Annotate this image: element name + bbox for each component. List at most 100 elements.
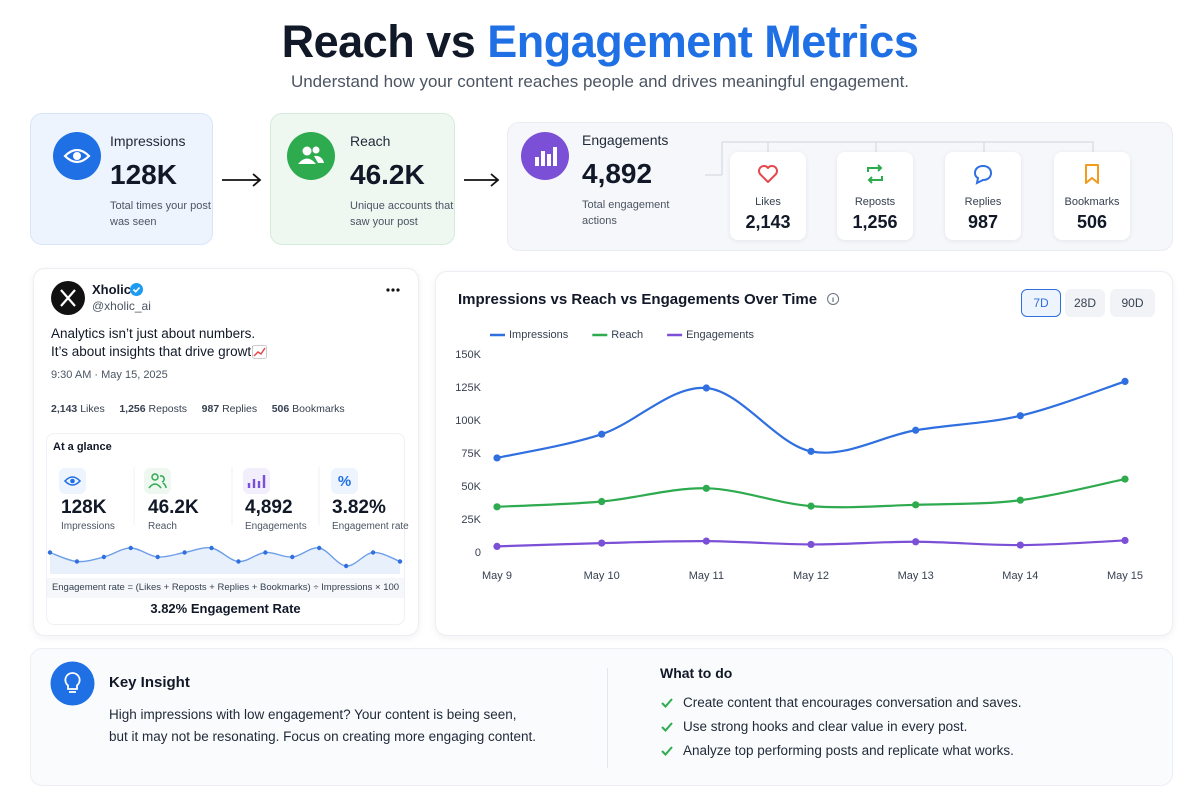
stat-label: Reposts bbox=[148, 403, 188, 415]
breakdown-label: Likes bbox=[755, 196, 781, 208]
y-tick-label: 50K bbox=[461, 481, 481, 493]
sparkline-point bbox=[397, 559, 403, 564]
replies-card: Replies 987 bbox=[945, 152, 1021, 240]
glance-value: 4,892 bbox=[245, 497, 293, 518]
glance-label: Impressions bbox=[61, 521, 115, 532]
x-tick-label: May 12 bbox=[793, 570, 829, 582]
data-point bbox=[598, 497, 606, 506]
post-stats: 2,143 Likes 1,256 Reposts 987 Replies 50… bbox=[51, 403, 345, 415]
glance-title: At a glance bbox=[53, 441, 112, 453]
sparkline-point bbox=[128, 545, 133, 551]
glance-icons: % bbox=[59, 467, 358, 525]
glance-label: Engagements bbox=[245, 521, 307, 532]
reply-icon bbox=[973, 164, 993, 185]
chart-title: Impressions vs Reach vs Engagements Over… bbox=[458, 291, 817, 308]
data-point bbox=[807, 502, 815, 510]
svg-text:%: % bbox=[338, 473, 351, 490]
metric-value: 4,892 bbox=[582, 158, 653, 189]
stat-value: 987 bbox=[201, 403, 220, 415]
action-item: Use strong hooks and clear value in ever… bbox=[683, 719, 968, 734]
metric-label: Engagements bbox=[582, 132, 669, 148]
verified-badge bbox=[130, 283, 143, 296]
breakdown-value: 506 bbox=[1076, 212, 1108, 232]
title-part: Reach vs bbox=[281, 16, 476, 67]
post-text: Analytics isn’t just about numbers. bbox=[51, 326, 256, 341]
sparkline bbox=[47, 545, 403, 574]
sparkline-point bbox=[343, 563, 349, 569]
breakdown-label: Bookmarks bbox=[1064, 196, 1120, 208]
series-line bbox=[496, 380, 1126, 460]
stat-label: Bookmarks bbox=[292, 403, 345, 415]
breakdown-value: 2,143 bbox=[745, 212, 791, 232]
glance-value: 3.82% bbox=[332, 497, 386, 518]
sparkline-area bbox=[50, 547, 400, 574]
glance-label: Reach bbox=[148, 521, 177, 532]
data-point bbox=[1016, 412, 1024, 420]
eye-icon bbox=[53, 132, 101, 180]
stat-label: Likes bbox=[80, 403, 105, 415]
sparkline-point bbox=[236, 559, 241, 564]
sparkline-point bbox=[155, 554, 160, 560]
sparkline-point bbox=[370, 550, 376, 555]
x-logo bbox=[51, 281, 85, 315]
y-tick-label: 150K bbox=[455, 349, 481, 361]
metric-label: Impressions bbox=[110, 133, 186, 149]
title-highlight: Engagement Metrics bbox=[487, 16, 919, 67]
data-point bbox=[1016, 496, 1024, 504]
reach-card: Reach 46.2K Unique accounts that saw you… bbox=[270, 113, 455, 245]
data-point bbox=[807, 540, 815, 549]
y-tick-label: 75K bbox=[461, 448, 481, 460]
chart-card bbox=[435, 271, 1173, 636]
metric-value: 128K bbox=[110, 159, 177, 190]
glance-value: 128K bbox=[61, 497, 107, 518]
data-point bbox=[912, 538, 920, 546]
stat-label: Replies bbox=[222, 403, 258, 415]
y-tick-label: 25K bbox=[461, 514, 481, 526]
range-button[interactable]: 28D bbox=[1065, 289, 1105, 317]
legend-label: Engagements bbox=[686, 329, 754, 341]
data-point bbox=[912, 501, 920, 509]
people-icon bbox=[287, 132, 335, 180]
data-point bbox=[702, 537, 710, 545]
sparkline-point bbox=[182, 550, 187, 555]
breakdown-label: Reposts bbox=[854, 196, 896, 208]
legend-label: Reach bbox=[611, 329, 643, 341]
info-icon bbox=[827, 293, 840, 305]
sparkline-point bbox=[47, 550, 53, 555]
data-point bbox=[1121, 536, 1129, 545]
sparkline-point bbox=[101, 554, 107, 560]
data-point bbox=[493, 454, 501, 462]
post-time: 9:30 AM · May 15, 2025 bbox=[51, 369, 168, 381]
page-title: Reach vs Engagement Metrics bbox=[0, 16, 1200, 68]
data-point bbox=[807, 447, 815, 455]
breakdown-value: 1,256 bbox=[852, 212, 898, 232]
x-tick-label: May 15 bbox=[1107, 570, 1143, 582]
sparkline-point bbox=[209, 545, 214, 551]
bookmarks-card: Bookmarks 506 bbox=[1054, 152, 1130, 240]
menu-icon[interactable] bbox=[385, 286, 401, 294]
x-tick-label: May 9 bbox=[482, 570, 512, 582]
range-button[interactable]: 7D bbox=[1021, 289, 1061, 317]
chart-emoji bbox=[252, 345, 267, 359]
sparkline-point bbox=[317, 545, 322, 551]
sparkline-line bbox=[49, 547, 401, 567]
data-point bbox=[493, 542, 501, 550]
data-point bbox=[1016, 541, 1024, 549]
bars-icon bbox=[521, 132, 569, 180]
glance-label: Engagement rate bbox=[332, 521, 409, 532]
post-text: It’s about insights that drive growth. bbox=[51, 344, 263, 359]
line-chart: Impressions vs Reach vs Engagements Over… bbox=[455, 291, 1143, 582]
x-tick-label: May 11 bbox=[689, 570, 724, 582]
actions-title: What to do bbox=[660, 665, 733, 681]
range-button[interactable]: 90D bbox=[1110, 289, 1155, 317]
glance-panel bbox=[46, 433, 405, 625]
y-tick-label: 0 bbox=[475, 547, 481, 559]
stat-value: 1,256 bbox=[119, 403, 146, 415]
breakdown-connector bbox=[705, 141, 1094, 176]
x-tick-label: May 14 bbox=[1002, 570, 1038, 582]
subtitle: Understand how your content reaches peop… bbox=[290, 72, 910, 91]
check-icons bbox=[661, 698, 673, 756]
metric-description: Total times your post was seen bbox=[110, 200, 211, 228]
repost-icon bbox=[867, 164, 883, 184]
